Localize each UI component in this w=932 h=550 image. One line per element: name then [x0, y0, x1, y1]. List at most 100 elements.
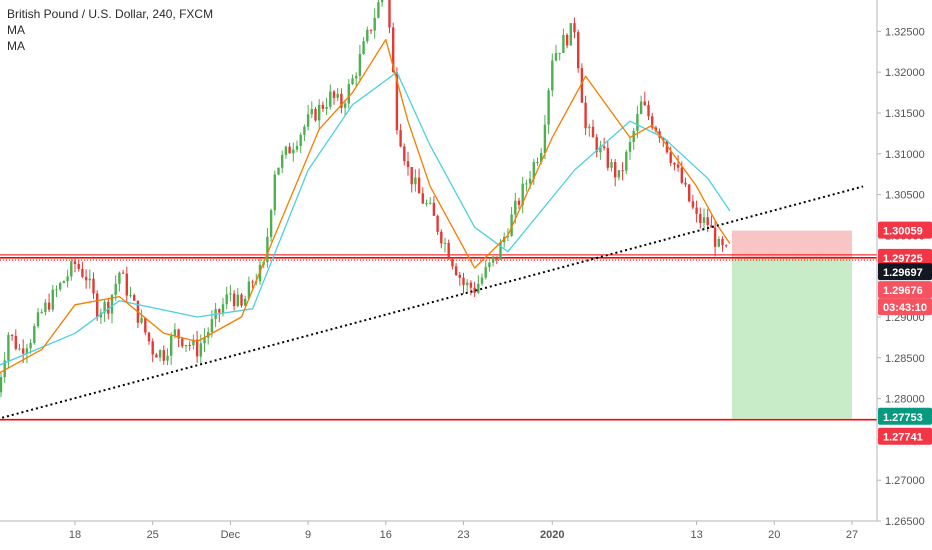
- price-tag-target: 1.27753: [878, 407, 932, 425]
- candle-down: [462, 272, 465, 294]
- candle-up: [377, 0, 380, 19]
- candle-up: [525, 179, 528, 192]
- price-tag-stop: 1.30059: [878, 221, 932, 239]
- candle-down: [517, 197, 521, 209]
- price-tag-label: 03:43:10: [883, 302, 927, 314]
- candle-up: [325, 97, 328, 115]
- price-tick-label: 1.31000: [885, 149, 925, 161]
- candle-up: [617, 170, 621, 181]
- candle-down: [340, 88, 343, 114]
- candle-up: [62, 280, 66, 284]
- time-tick-label: 9: [305, 529, 311, 541]
- candle-down: [495, 256, 498, 265]
- candle-up: [543, 115, 547, 160]
- candle-up: [554, 44, 558, 62]
- candle-down: [691, 194, 695, 210]
- candle-down: [188, 341, 191, 351]
- candle-up: [536, 157, 539, 166]
- candle-up: [284, 145, 288, 159]
- price-tag-countdown: 03:43:10: [878, 298, 932, 316]
- candle-down: [121, 270, 125, 274]
- candle-up: [599, 140, 602, 160]
- candle-down: [440, 229, 443, 249]
- candle-up: [425, 199, 428, 207]
- candle-up: [114, 275, 117, 301]
- candle-up: [318, 99, 321, 130]
- candle-up: [569, 22, 572, 46]
- candle-up: [225, 286, 228, 310]
- candle-down: [721, 236, 724, 252]
- candle-down: [458, 271, 461, 286]
- candle-up: [358, 44, 362, 81]
- candle-up: [488, 261, 491, 272]
- candle-down: [473, 281, 476, 298]
- candle-down: [614, 159, 617, 187]
- candle-up: [299, 132, 302, 154]
- candle-up: [236, 288, 239, 308]
- price-tag-current: 1.29697: [878, 263, 932, 281]
- candle-up: [632, 128, 635, 150]
- candle-down: [332, 90, 336, 105]
- candle-down: [421, 187, 424, 205]
- candle-down: [251, 279, 254, 289]
- candle-down: [144, 317, 147, 336]
- candle-down: [125, 266, 128, 303]
- candle-up: [558, 52, 561, 61]
- candle-up: [628, 136, 632, 160]
- candle-up: [170, 332, 173, 365]
- candle-down: [406, 151, 410, 176]
- price-tag-label: 1.29725: [883, 253, 923, 265]
- candle-down: [713, 221, 717, 257]
- candle-down: [133, 293, 136, 302]
- candle-up: [129, 286, 132, 298]
- candle-down: [162, 345, 165, 365]
- candle-up: [99, 308, 103, 325]
- candle-down: [699, 207, 702, 229]
- price-tick-label: 1.26500: [885, 516, 925, 528]
- price-tag-bid: 1.29676: [878, 281, 932, 299]
- candle-up: [336, 87, 339, 102]
- price-tag-level: 1.27741: [878, 427, 932, 445]
- price-tick-label: 1.27000: [885, 475, 925, 487]
- candle-up: [429, 197, 432, 205]
- candle-up: [484, 260, 487, 280]
- ma-indicator-label[interactable]: MA: [7, 23, 25, 37]
- candle-up: [362, 36, 365, 55]
- candle-up: [366, 26, 369, 44]
- candle-up: [277, 167, 280, 176]
- candle-down: [10, 334, 14, 341]
- price-tag-label: 1.27741: [883, 432, 923, 444]
- price-tick-label: 1.31500: [885, 108, 925, 120]
- candle-up: [247, 276, 251, 300]
- ma-indicator-label[interactable]: MA: [7, 39, 25, 53]
- candle-up: [214, 302, 217, 328]
- candle-up: [44, 299, 47, 316]
- candle-down: [410, 167, 413, 193]
- price-tick-label: 1.28500: [885, 353, 925, 365]
- price-tag-level: 1.29725: [878, 248, 932, 266]
- candle-up: [192, 334, 195, 350]
- candle-up: [480, 273, 484, 286]
- candle-down: [469, 280, 473, 296]
- candle-down: [695, 200, 698, 223]
- time-tick-label: Dec: [221, 529, 241, 541]
- candle-up: [269, 208, 273, 242]
- candle-down: [73, 256, 77, 273]
- candle-down: [447, 239, 450, 260]
- time-tick-label: 2020: [540, 529, 564, 541]
- candle-down: [81, 261, 84, 279]
- candle-down: [688, 183, 691, 203]
- price-tag-label: 1.30059: [883, 226, 923, 238]
- time-axis: 18 25 Dec 9 16 23 2020 13 20 27: [69, 521, 858, 541]
- plot-area: [0, 0, 877, 421]
- ma-slow-line: [0, 71, 731, 366]
- candle-down: [432, 195, 436, 216]
- candle-up: [273, 170, 276, 216]
- candle-up: [414, 169, 417, 192]
- chart-legend: British Pound / U.S. Dollar, 240, FXCM M…: [7, 6, 213, 54]
- candle-down: [147, 331, 151, 345]
- candle-up: [303, 124, 306, 141]
- candle-down: [577, 29, 580, 73]
